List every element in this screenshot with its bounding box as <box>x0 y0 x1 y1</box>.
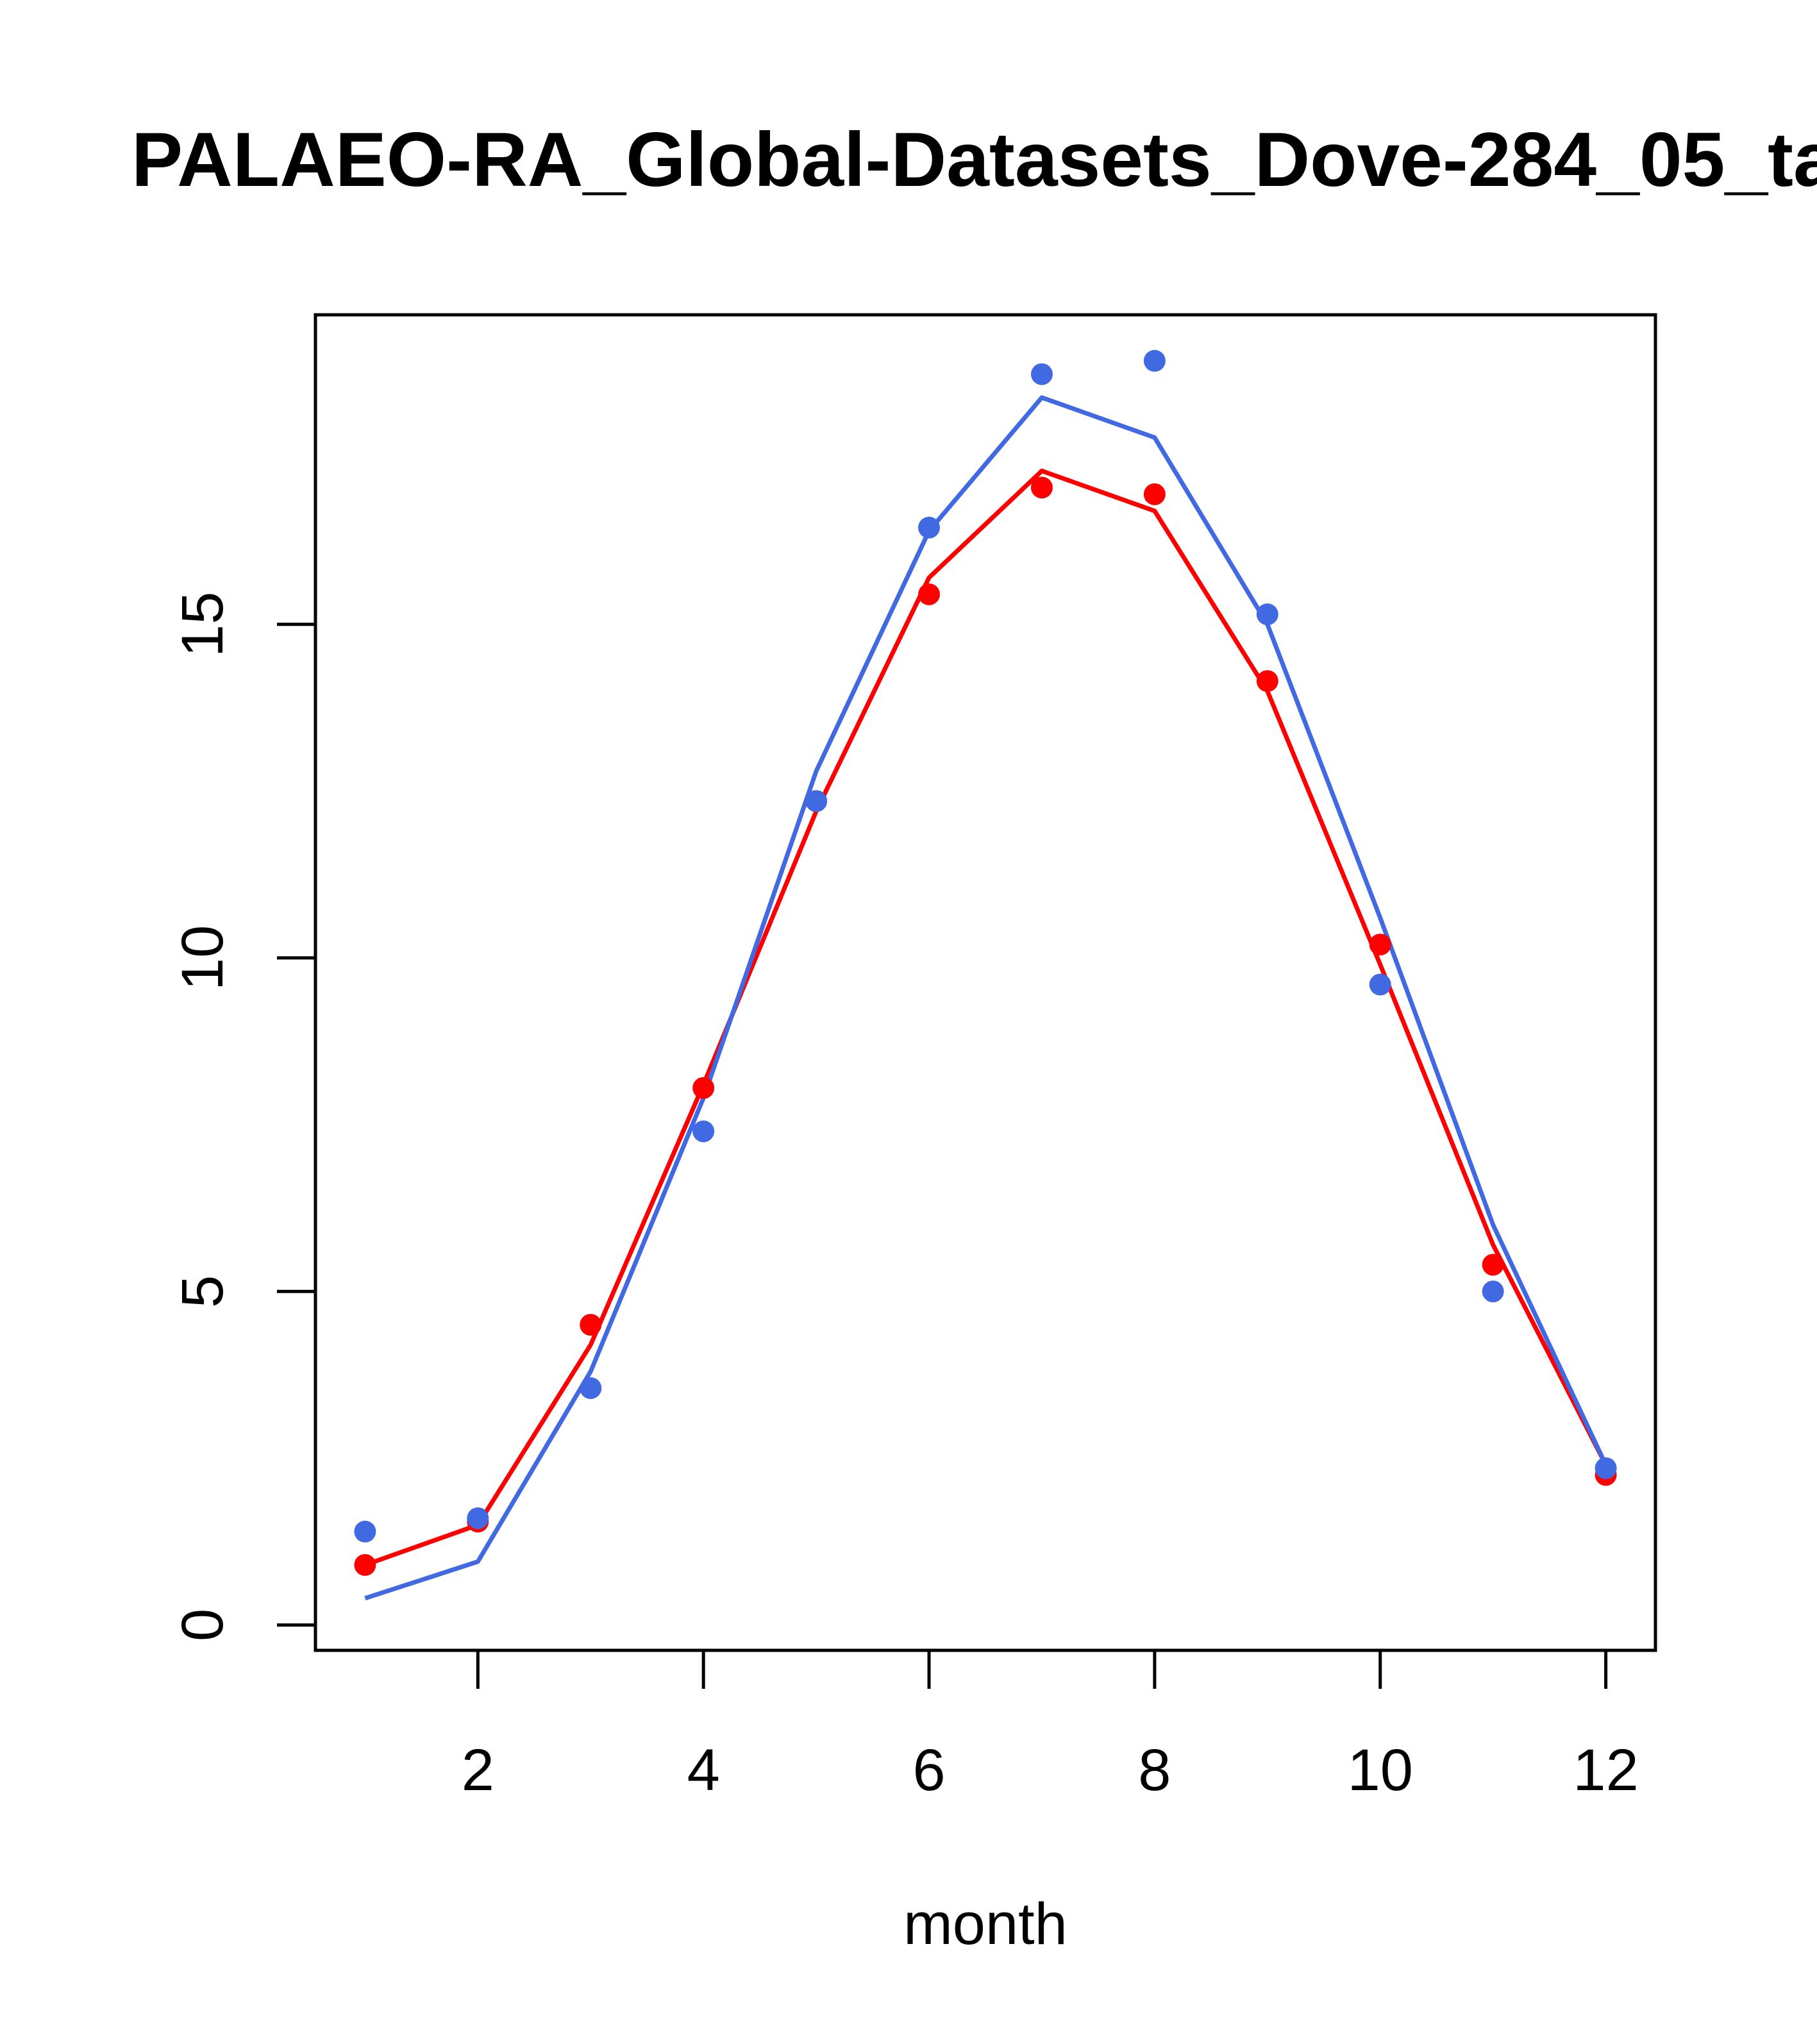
chart-title: PALAEO-RA_Global-Datasets_Dove-284_05_ta <box>131 117 1817 203</box>
red-point-9 <box>1256 670 1278 692</box>
blue-point-6 <box>918 516 941 539</box>
plot-frame <box>314 313 1657 1652</box>
series-points <box>354 349 1617 1576</box>
red-point-6 <box>918 583 941 605</box>
blue-point-1 <box>354 1520 376 1543</box>
red-point-10 <box>1369 934 1391 956</box>
x-axis-title: month <box>903 1891 1068 1957</box>
blue-point-5 <box>805 790 828 812</box>
blue-point-3 <box>580 1377 602 1400</box>
red-point-11 <box>1482 1253 1504 1276</box>
blue-point-9 <box>1256 603 1278 626</box>
x-tick-label: 10 <box>1348 1738 1413 1803</box>
blue-point-7 <box>1030 363 1053 385</box>
x-tick-label: 8 <box>1138 1738 1171 1803</box>
x-tick-label: 12 <box>1573 1738 1638 1803</box>
x-tick-label: 2 <box>462 1738 494 1803</box>
blue-line-series <box>364 395 1608 1601</box>
red-point-1 <box>354 1554 376 1576</box>
blue-point-2 <box>467 1507 489 1529</box>
red-point-7 <box>1030 476 1053 499</box>
x-tick-label: 4 <box>687 1738 720 1803</box>
series-lines <box>364 395 1608 1601</box>
y-tick-label: 10 <box>170 925 235 991</box>
x-tick-label: 6 <box>912 1738 945 1803</box>
red-point-3 <box>580 1314 602 1336</box>
blue-point-8 <box>1143 349 1166 372</box>
y-axis: 0 5 10 15 <box>170 592 317 1641</box>
y-tick-label: 5 <box>170 1275 235 1308</box>
blue-point-4 <box>692 1120 715 1143</box>
blue-point-12 <box>1595 1457 1617 1479</box>
red-point-4 <box>692 1076 715 1099</box>
x-axis: 2 4 6 8 10 12 <box>462 1648 1639 1803</box>
y-tick-label: 0 <box>170 1609 235 1641</box>
y-tick-label: 15 <box>170 592 235 657</box>
red-point-8 <box>1143 483 1166 505</box>
blue-point-10 <box>1369 973 1391 996</box>
blue-point-11 <box>1482 1280 1504 1303</box>
red-line-series <box>364 468 1608 1568</box>
